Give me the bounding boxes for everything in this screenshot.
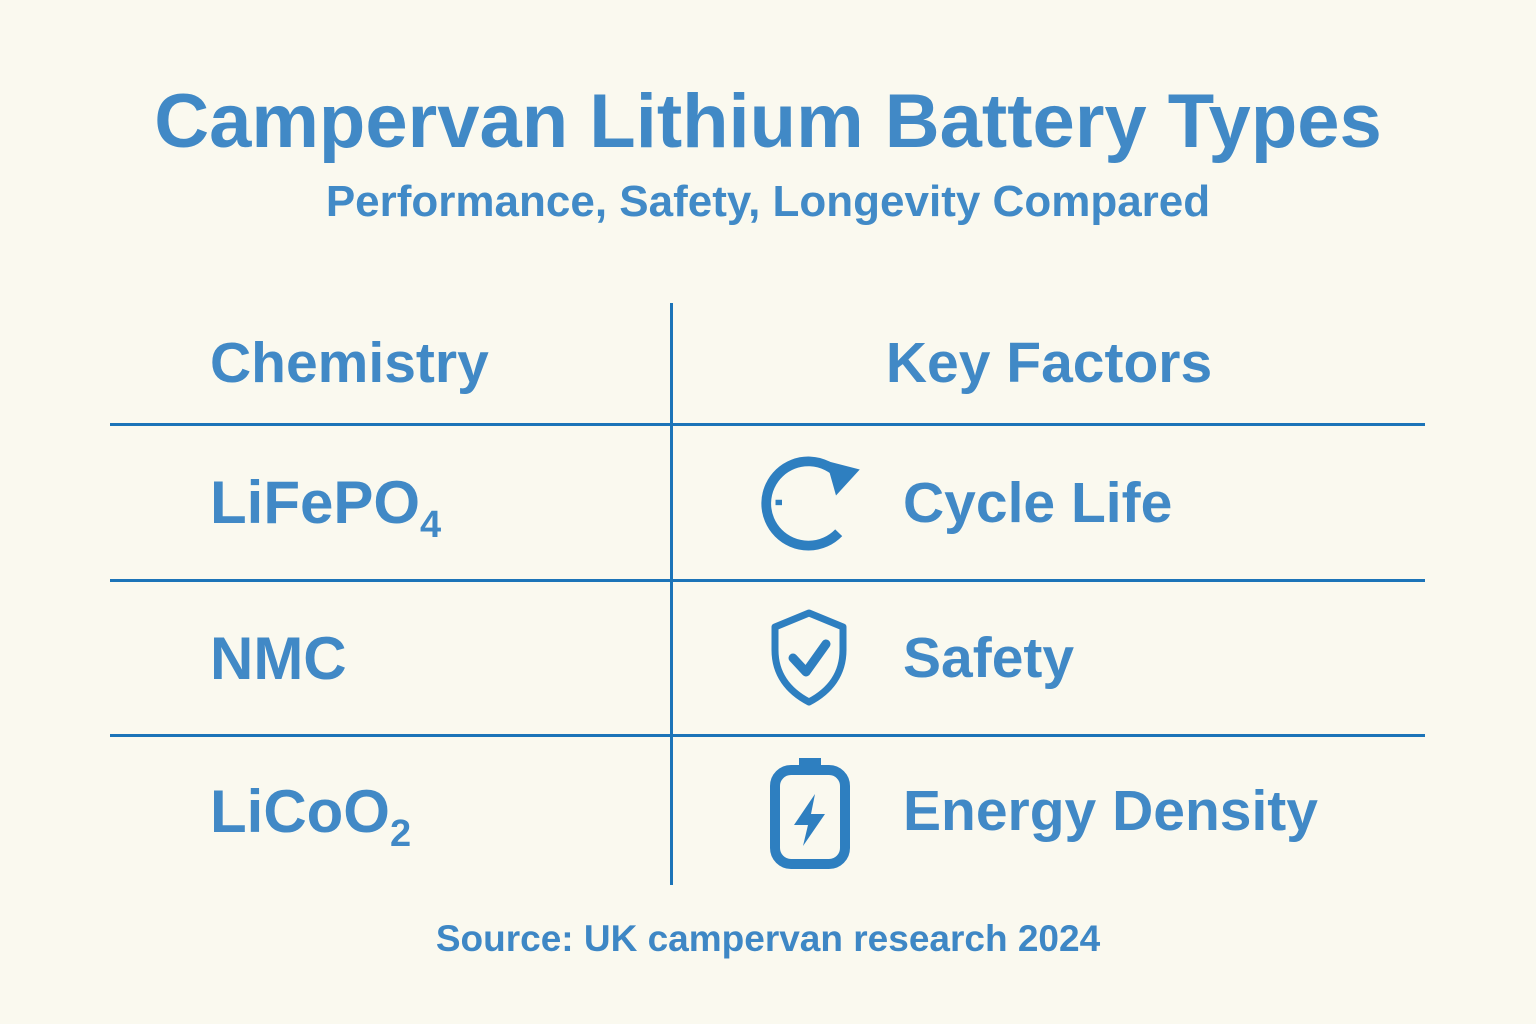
factor-label: Safety: [903, 626, 1075, 690]
chemistry-value: NMC: [210, 624, 347, 692]
battery-bolt-icon: [753, 750, 865, 872]
table-row-licoo2-chemistry: LiCoO2: [110, 737, 673, 885]
chemistry-subscript: 4: [420, 504, 442, 546]
table-row-nmc-factor: Safety: [673, 582, 1425, 737]
header: Campervan Lithium Battery Types Performa…: [0, 80, 1536, 226]
chemistry-value: LiFePO4: [210, 469, 442, 546]
table-row-nmc-chemistry: NMC: [110, 582, 673, 737]
column-header-key-factors: Key Factors: [673, 303, 1425, 426]
page-subtitle: Performance, Safety, Longevity Compared: [325, 176, 1211, 226]
shield-check-icon: [753, 597, 865, 719]
factor-label: Cycle Life: [903, 470, 1173, 535]
table-row-lifepo4-factor: Cycle Life: [673, 426, 1425, 582]
key-factors-header-label: Key Factors: [885, 331, 1213, 395]
page-title: Campervan Lithium Battery Types: [154, 79, 1382, 164]
chemistry-header-label: Chemistry: [210, 331, 489, 395]
chemistry-subscript: 2: [389, 812, 412, 855]
source-caption: Source: UK campervan research 2024: [435, 918, 1101, 959]
cycle-arrow-icon: [753, 442, 865, 564]
chemistry-value: LiCoO2: [210, 777, 412, 855]
factor-label: Energy Density: [903, 779, 1318, 843]
table-row-lifepo4-chemistry: LiFePO4: [110, 426, 673, 582]
comparison-table: Chemistry Key Factors LiFePO4 Cycle Life…: [110, 303, 1425, 885]
column-header-chemistry: Chemistry: [110, 303, 673, 426]
table-row-licoo2-factor: Energy Density: [673, 737, 1425, 885]
